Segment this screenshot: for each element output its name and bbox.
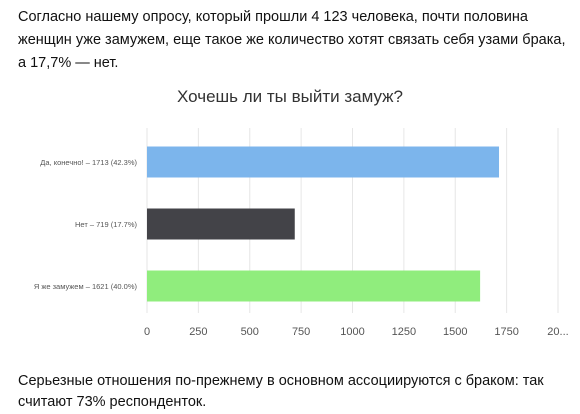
- category-label: Я же замужем – 1621 (40.0%): [34, 282, 138, 291]
- category-label: Да, конечно! – 1713 (42.3%): [40, 158, 137, 167]
- bar: [147, 146, 500, 178]
- category-label: Нет – 719 (17.7%): [75, 220, 137, 229]
- x-tick-label: 1000: [340, 326, 364, 338]
- bar: [147, 270, 481, 302]
- x-tick-label: 1750: [494, 326, 518, 338]
- x-tick-label: 0: [144, 326, 150, 338]
- bar: [147, 208, 295, 240]
- chart-bars: [147, 146, 500, 302]
- poll-bar-chart: Хочешь ли ты выйти замуж? Да, конечно! –…: [34, 87, 569, 338]
- intro-paragraph: Согласно нашему опросу, который прошли 4…: [18, 9, 566, 71]
- x-tick-label: 1250: [392, 326, 416, 338]
- x-tick-label: 750: [292, 326, 310, 338]
- x-tick-label: 500: [241, 326, 259, 338]
- chart-x-ticks: 0 250 500 750 1000 1250 1500 1750 20...: [144, 326, 569, 338]
- x-tick-label: 20...: [547, 326, 568, 338]
- x-tick-label: 1500: [443, 326, 467, 338]
- outro-paragraph: Серьезные отношения по-прежнему в основн…: [18, 373, 544, 410]
- x-tick-label: 250: [189, 326, 207, 338]
- chart-title: Хочешь ли ты выйти замуж?: [177, 87, 403, 106]
- chart-category-labels: Да, конечно! – 1713 (42.3%) Нет – 719 (17…: [34, 158, 138, 291]
